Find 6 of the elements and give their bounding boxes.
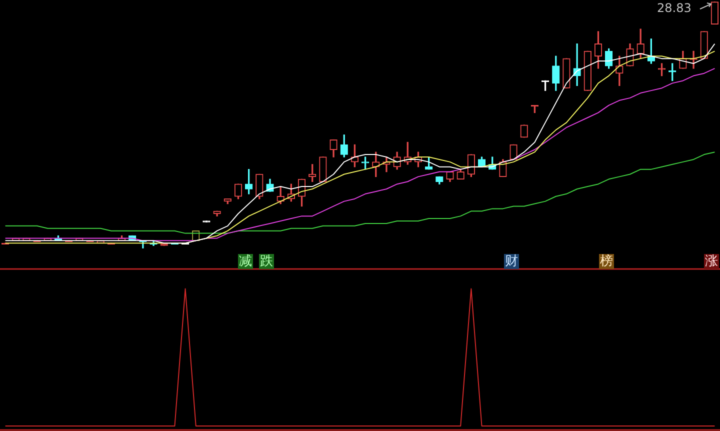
text: 榜: [599, 254, 614, 269]
annotation: 28.83: [657, 1, 692, 15]
text: 跌: [259, 254, 274, 269]
text: 财: [504, 254, 519, 269]
text: 涨: [704, 254, 719, 269]
text: 减: [238, 254, 253, 269]
